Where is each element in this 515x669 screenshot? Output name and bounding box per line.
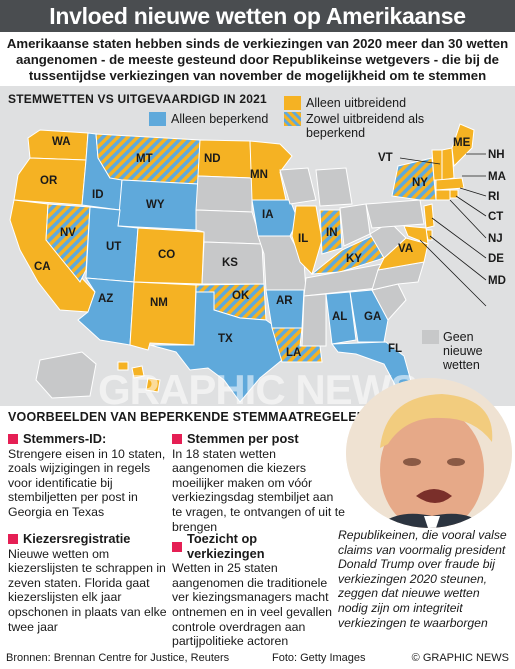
legend-restricting: Alleen beperkend [171, 112, 269, 126]
footer-photo-credit: Foto: Getty Images [272, 652, 366, 664]
state-ct [435, 189, 451, 201]
state-hi-2 [131, 365, 145, 379]
label-ks: KS [222, 257, 238, 269]
state-nh [441, 147, 455, 181]
label-mn: MN [250, 169, 268, 181]
bullet-icon [8, 534, 18, 545]
example-text: Nieuwe wetten om kiezerslijsten te schra… [8, 546, 167, 634]
label-md: MD [488, 275, 506, 287]
state-ak [35, 351, 97, 399]
bullet-icon [8, 434, 18, 445]
label-nh: NH [488, 149, 505, 161]
state-ia [251, 199, 299, 237]
label-nd: ND [204, 153, 221, 165]
label-fl: FL [388, 343, 402, 355]
label-or: OR [40, 175, 58, 187]
label-mt: MT [136, 153, 153, 165]
map-heading: Stemwetten vs uitgevaardigd in 2021 [8, 92, 267, 106]
example-text: Strengere eisen in 10 staten, zoals wijz… [8, 446, 166, 519]
state-ma [435, 177, 465, 191]
state-ms [301, 293, 327, 347]
label-la: LA [286, 347, 301, 359]
legend-swatch-restricting [149, 112, 166, 126]
label-tx: TX [218, 333, 233, 345]
state-or [13, 157, 87, 206]
state-wi [279, 167, 317, 205]
legend-swatch-none [422, 330, 439, 344]
example-voter-id: Stemmers-ID: Strengere eisen in 10 state… [8, 431, 168, 520]
state-ny [391, 157, 437, 201]
state-in [319, 209, 343, 255]
state-hi-1 [117, 361, 129, 371]
label-nm: NM [150, 297, 168, 309]
example-title: Stemmers-ID: [23, 431, 107, 446]
example-text: In 18 staten wetten aangenomen die kieze… [172, 446, 345, 534]
example-registration: Kiezersregistratie Nieuwe wetten om kiez… [8, 531, 168, 634]
legend-swatch-expanding [284, 96, 301, 110]
label-ga: GA [364, 311, 381, 323]
label-nv: NV [60, 227, 76, 239]
label-wy: WY [146, 199, 165, 211]
label-ny: NY [412, 177, 428, 189]
label-ri: RI [488, 191, 500, 203]
state-sd [195, 175, 253, 213]
label-in: IN [326, 227, 338, 239]
quote: Republikeinen, die vooral valse claims v… [338, 528, 507, 630]
legend-expanding: Alleen uitbreidend [306, 96, 407, 110]
us-map: WA OR CA NV ID MT WY UT AZ CO NM ND MN I… [9, 123, 506, 403]
example-text: Wetten in 25 staten aangenomen die tradi… [172, 561, 332, 649]
state-pa [365, 199, 425, 229]
label-vt: VT [378, 152, 393, 164]
label-de: DE [488, 253, 504, 265]
state-tx [149, 291, 283, 403]
example-mail-voting: Stemmen per post In 18 staten wetten aan… [172, 431, 346, 534]
state-mi [315, 167, 353, 207]
state-me [451, 123, 475, 168]
page-title: Invloed nieuwe wetten op Amerikaanse mid… [0, 0, 515, 61]
state-al [325, 291, 357, 345]
label-il: IL [298, 233, 308, 245]
legend-swatch-both [284, 112, 301, 126]
example-oversight: Toezicht op verkiezingen Wetten in 25 st… [172, 531, 338, 649]
legend-both: Zowel uitbreidend als beperkend [306, 112, 425, 140]
example-title: Stemmen per post [187, 431, 299, 446]
label-id: ID [92, 189, 104, 201]
bullet-icon [172, 541, 182, 552]
label-ct: CT [488, 211, 503, 223]
label-ca: CA [34, 261, 51, 273]
label-me: ME [453, 137, 471, 149]
state-hi-3 [145, 377, 161, 393]
label-wa: WA [52, 136, 71, 148]
label-az: AZ [98, 293, 113, 305]
label-co: CO [158, 249, 175, 261]
example-title: Kiezersregistratie [23, 531, 131, 546]
state-nj [423, 203, 435, 229]
footer: Bronnen: Brennan Centre for Justice, Reu… [0, 650, 515, 669]
label-ky: KY [346, 253, 362, 265]
trump-photo [346, 378, 512, 528]
label-ma: MA [488, 171, 506, 183]
state-vt [431, 149, 443, 181]
footer-copyright: © GRAPHIC NEWS [411, 652, 509, 664]
state-nv [45, 203, 91, 283]
examples-heading: Voorbeelden van beperkende stemmaatregel… [8, 410, 366, 424]
label-ut: UT [106, 241, 121, 253]
label-ar: AR [276, 295, 293, 307]
label-va: VA [398, 243, 413, 255]
legend-none: Geen nieuwe wetten [443, 330, 483, 372]
state-ne [195, 209, 263, 245]
label-ok: OK [232, 290, 250, 302]
example-title: Toezicht op verkiezingen [186, 531, 265, 561]
bullet-icon [172, 434, 182, 445]
label-al: AL [332, 311, 347, 323]
label-nj: NJ [488, 233, 503, 245]
label-ia: IA [262, 209, 274, 221]
state-md [403, 225, 429, 245]
footer-sources: Bronnen: Brennan Centre for Justice, Reu… [6, 652, 230, 664]
state-nm [129, 281, 197, 351]
